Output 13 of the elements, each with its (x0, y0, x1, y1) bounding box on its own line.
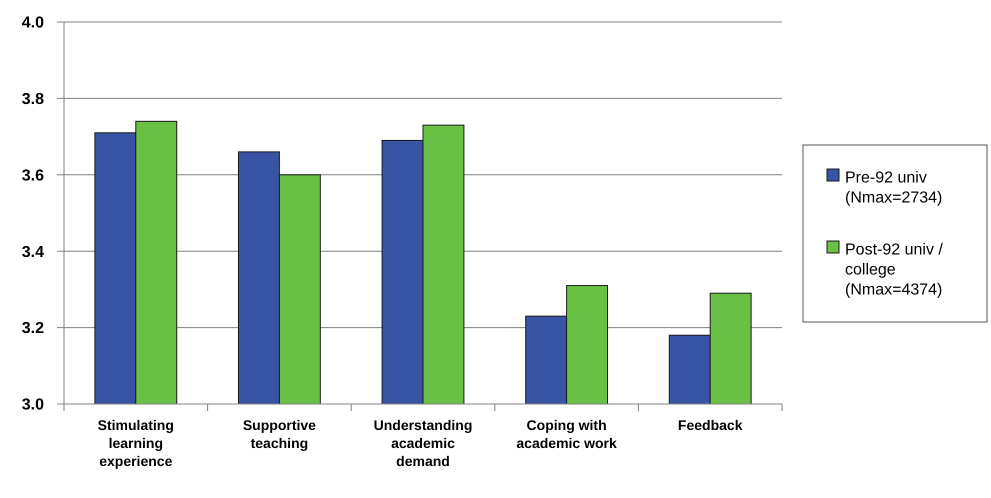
legend-label: Pre-92 univ (Nmax=2734) (845, 170, 942, 207)
y-tick-label: 3.6 (22, 167, 44, 184)
y-tick-label: 3.8 (22, 91, 44, 108)
y-tick-label: 3.2 (22, 320, 44, 338)
y-tick-label: 3.4 (22, 244, 44, 261)
x-tick-label: Coping with academic work (516, 417, 618, 451)
legend-label: Post-92 univ / college (Nmax=4374) (845, 242, 944, 299)
x-tick-label: Understanding academic demand (374, 417, 472, 469)
x-tick-label: Feedback (678, 417, 743, 433)
y-tick-label: 3.0 (22, 396, 44, 414)
y-tick-label: 4.0 (22, 14, 44, 32)
x-tick-label: Supportive teaching (242, 417, 316, 451)
x-tick-label: Stimulating learning experience (98, 417, 174, 469)
